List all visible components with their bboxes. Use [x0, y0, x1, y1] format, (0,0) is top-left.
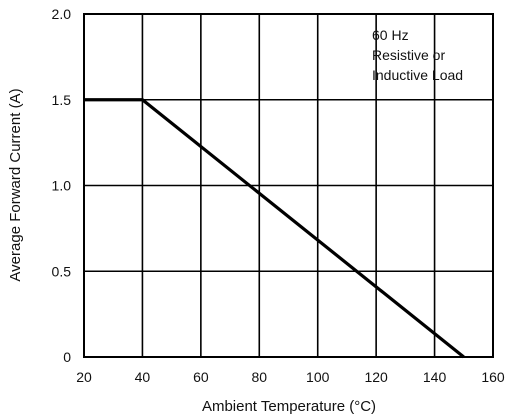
y-axis-title: Average Forward Current (A)	[7, 88, 24, 281]
x-tick-label: 80	[251, 369, 267, 385]
annotation-line-load-type: Resistive or	[372, 47, 445, 63]
y-axis-ticks: 0 0.5 1.0 1.5 2.0	[52, 6, 72, 365]
y-tick-label: 1.5	[52, 92, 72, 108]
x-tick-label: 100	[306, 369, 330, 385]
x-tick-label: 60	[193, 369, 209, 385]
x-tick-label: 160	[481, 369, 505, 385]
annotation-box: 60 Hz Resistive or Inductive Load	[372, 27, 463, 83]
annotation-line-load-type-2: Inductive Load	[372, 67, 463, 83]
y-tick-label: 0.5	[52, 263, 72, 279]
y-tick-label: 2.0	[52, 6, 72, 22]
annotation-line-frequency: 60 Hz	[372, 27, 409, 43]
x-tick-label: 40	[135, 369, 151, 385]
x-tick-label: 140	[423, 369, 447, 385]
plot-frame	[83, 13, 494, 358]
x-axis-ticks: 20 40 60 80 100 120 140 160	[76, 369, 505, 385]
x-tick-label: 120	[364, 369, 388, 385]
y-tick-label: 1.0	[52, 178, 72, 194]
y-tick-label: 0	[63, 349, 71, 365]
grid-lines	[84, 14, 493, 357]
derating-curve	[84, 98, 465, 359]
x-axis-title: Ambient Temperature (°C)	[202, 398, 376, 415]
x-tick-label: 20	[76, 369, 92, 385]
